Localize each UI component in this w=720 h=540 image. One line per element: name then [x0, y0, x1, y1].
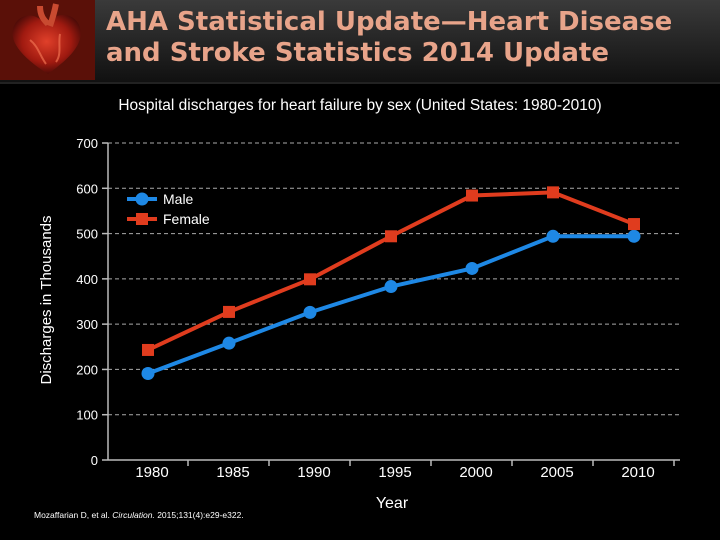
title-line-2: and Stroke Statistics 2014 Update: [106, 38, 609, 68]
y-tick-label: 400: [76, 272, 98, 287]
x-tick-label: 1995: [378, 464, 411, 481]
legend-label: Female: [163, 211, 210, 227]
legend-label: Male: [163, 191, 194, 207]
x-tick-label: 1990: [297, 464, 330, 481]
data-point-female: [304, 273, 316, 286]
data-point-male: [627, 229, 641, 243]
y-tick-label: 200: [76, 362, 98, 377]
heart-anatomy-icon: [0, 0, 95, 80]
data-point-male: [222, 336, 236, 350]
x-tick-label: 2000: [459, 464, 492, 481]
data-point-male: [141, 367, 155, 381]
x-tick-label: 2010: [621, 464, 654, 481]
y-axis-label: Discharges in Thousands: [38, 216, 55, 385]
x-axis-label: Year: [376, 495, 409, 512]
legend: Male Female: [127, 191, 210, 227]
page-title: AHA Statistical Update—Heart Disease and…: [106, 7, 706, 69]
series: [141, 186, 641, 381]
x-tick-labels: 1980 1985 1990 1995 2000 2005 2010: [135, 460, 675, 481]
x-tick-label: 1980: [135, 464, 168, 481]
data-point-female: [142, 343, 154, 356]
series-female: [142, 186, 640, 356]
legend-marker: [135, 192, 149, 206]
series-male: [141, 229, 641, 381]
y-tick-label: 700: [76, 136, 98, 151]
data-point-female: [223, 305, 235, 318]
data-point-female: [385, 230, 397, 243]
y-tick-labels: 0 100 200 300 400 500 600 700: [76, 136, 108, 468]
data-point-male: [384, 280, 398, 294]
title-line-1: AHA Statistical Update—Heart Disease: [106, 7, 673, 37]
x-tick-label: 1985: [216, 464, 249, 481]
data-point-female: [547, 186, 559, 199]
series-line-female: [147, 190, 635, 352]
y-tick-label: 0: [91, 453, 98, 468]
data-point-female: [628, 218, 640, 231]
data-point-female: [466, 189, 478, 202]
y-tick-label: 600: [76, 181, 98, 196]
data-point-male: [465, 261, 479, 275]
chart-title: Hospital discharges for heart failure by…: [118, 97, 602, 114]
series-line-male: [147, 234, 634, 376]
grid-lines: [108, 142, 680, 416]
data-point-male: [546, 229, 560, 243]
y-tick-label: 300: [76, 317, 98, 332]
citation-journal: Circulation.: [112, 510, 155, 520]
header-banner: AHA Statistical Update—Heart Disease and…: [0, 0, 720, 84]
y-tick-label: 500: [76, 227, 98, 242]
data-point-male: [303, 305, 317, 319]
citation: Mozaffarian D, et al. Circulation. 2015;…: [34, 510, 244, 520]
legend-marker: [136, 213, 148, 225]
x-tick-label: 2005: [540, 464, 573, 481]
citation-authors: Mozaffarian D, et al.: [34, 510, 110, 520]
y-tick-label: 100: [76, 408, 98, 423]
citation-ref: 2015;131(4):e29-e322.: [157, 510, 244, 520]
